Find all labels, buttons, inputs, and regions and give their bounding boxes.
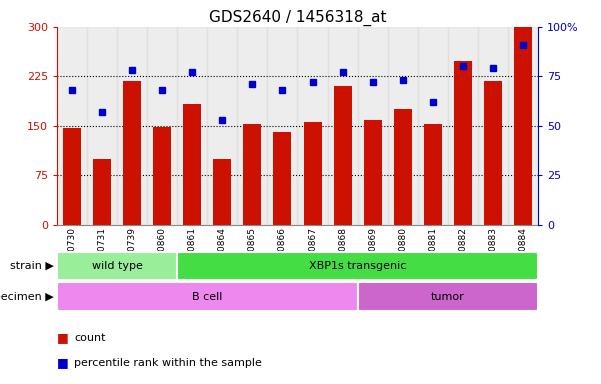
Text: ■: ■: [57, 331, 69, 344]
Bar: [243, 124, 261, 225]
Bar: [454, 61, 472, 225]
Bar: [117, 27, 147, 225]
Text: specimen ▶: specimen ▶: [0, 291, 54, 302]
Bar: [87, 27, 117, 225]
Bar: [424, 124, 442, 225]
Bar: [57, 27, 87, 225]
Bar: [153, 127, 171, 225]
Bar: [297, 27, 328, 225]
Bar: [364, 121, 382, 225]
Bar: [273, 132, 291, 225]
Bar: [213, 159, 231, 225]
Text: count: count: [74, 333, 105, 343]
Bar: [328, 27, 358, 225]
Bar: [388, 27, 418, 225]
Bar: [334, 86, 352, 225]
Bar: [267, 27, 297, 225]
Text: ■: ■: [57, 356, 69, 369]
Text: percentile rank within the sample: percentile rank within the sample: [74, 358, 262, 368]
Bar: [508, 27, 538, 225]
Bar: [93, 159, 111, 225]
Text: tumor: tumor: [431, 291, 465, 302]
Bar: [478, 27, 508, 225]
Bar: [63, 128, 81, 225]
Bar: [358, 27, 388, 225]
Bar: [448, 27, 478, 225]
Title: GDS2640 / 1456318_at: GDS2640 / 1456318_at: [209, 9, 386, 25]
Bar: [418, 27, 448, 225]
Bar: [237, 27, 267, 225]
Text: XBP1s transgenic: XBP1s transgenic: [309, 261, 406, 271]
Bar: [514, 27, 532, 225]
Bar: [147, 27, 177, 225]
Text: B cell: B cell: [192, 291, 222, 302]
Bar: [123, 81, 141, 225]
Bar: [304, 122, 322, 225]
Bar: [484, 81, 502, 225]
Bar: [183, 104, 201, 225]
Bar: [394, 109, 412, 225]
Bar: [177, 27, 207, 225]
Bar: [207, 27, 237, 225]
Text: strain ▶: strain ▶: [10, 261, 54, 271]
Text: wild type: wild type: [92, 261, 142, 271]
